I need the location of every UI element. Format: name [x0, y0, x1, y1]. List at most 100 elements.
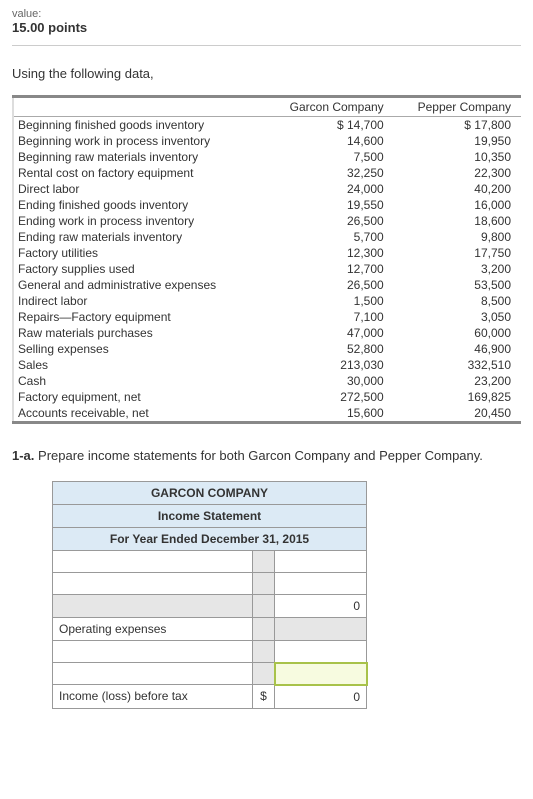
row-label: Ending work in process inventory [13, 213, 266, 229]
row-pepper: 20,450 [394, 405, 521, 423]
row-label: Accounts receivable, net [13, 405, 266, 423]
table-row: Beginning finished goods inventory$ 14,7… [13, 117, 521, 134]
table-row: Factory utilities12,30017,750 [13, 245, 521, 261]
row-pepper: 22,300 [394, 165, 521, 181]
table-row: Raw materials purchases47,00060,000 [13, 325, 521, 341]
row-garcon: 19,550 [266, 197, 394, 213]
income-title-statement: Income Statement [53, 505, 367, 528]
row-label: Ending raw materials inventory [13, 229, 266, 245]
question-1a: 1-a. Prepare income statements for both … [12, 448, 521, 463]
row-label: Indirect labor [13, 293, 266, 309]
row-garcon: 32,250 [266, 165, 394, 181]
row-pepper: 40,200 [394, 181, 521, 197]
col-pepper: Pepper Company [394, 97, 521, 117]
row-label: Direct labor [13, 181, 266, 197]
row-label: Factory supplies used [13, 261, 266, 277]
input-value-4[interactable] [275, 663, 367, 685]
row-garcon: 7,100 [266, 309, 394, 325]
dollar-sign: $ [253, 685, 275, 709]
dollar-cell [253, 573, 275, 595]
table-row: Rental cost on factory equipment32,25022… [13, 165, 521, 181]
table-row: Factory supplies used12,7003,200 [13, 261, 521, 277]
dollar-cell [253, 641, 275, 663]
row-pepper: $ 17,800 [394, 117, 521, 134]
subtotal-label [53, 595, 253, 618]
row-label: Repairs—Factory equipment [13, 309, 266, 325]
row-pepper: 3,200 [394, 261, 521, 277]
row-garcon: 7,500 [266, 149, 394, 165]
row-garcon: 213,030 [266, 357, 394, 373]
table-row: Ending raw materials inventory5,7009,800 [13, 229, 521, 245]
row-garcon: 26,500 [266, 213, 394, 229]
value-label: value: [12, 8, 521, 20]
row-label: Selling expenses [13, 341, 266, 357]
table-row: Ending work in process inventory26,50018… [13, 213, 521, 229]
table-row: Selling expenses52,80046,900 [13, 341, 521, 357]
row-garcon: 26,500 [266, 277, 394, 293]
row-garcon: 12,700 [266, 261, 394, 277]
input-value-2[interactable] [275, 573, 367, 595]
row-garcon: 52,800 [266, 341, 394, 357]
row-pepper: 9,800 [394, 229, 521, 245]
row-pepper: 60,000 [394, 325, 521, 341]
input-value-3[interactable] [275, 641, 367, 663]
divider [12, 45, 521, 46]
table-row: Indirect labor1,5008,500 [13, 293, 521, 309]
input-label-1[interactable] [53, 551, 253, 573]
row-label: Ending finished goods inventory [13, 197, 266, 213]
income-before-tax-value: 0 [275, 685, 367, 709]
row-pepper: 23,200 [394, 373, 521, 389]
row-label: Beginning finished goods inventory [13, 117, 266, 134]
prompt-text: Using the following data, [12, 66, 521, 81]
income-title-period: For Year Ended December 31, 2015 [53, 528, 367, 551]
question-number: 1-a. [12, 448, 34, 463]
row-label: Factory utilities [13, 245, 266, 261]
table-row: Repairs—Factory equipment7,1003,050 [13, 309, 521, 325]
row-garcon: 14,600 [266, 133, 394, 149]
row-garcon: 12,300 [266, 245, 394, 261]
col-blank [13, 97, 266, 117]
dollar-cell [253, 663, 275, 685]
row-garcon: 47,000 [266, 325, 394, 341]
operating-expenses-label: Operating expenses [53, 618, 253, 641]
points-value: 15.00 points [12, 20, 521, 35]
row-label: Cash [13, 373, 266, 389]
row-pepper: 53,500 [394, 277, 521, 293]
input-label-4[interactable] [53, 663, 253, 685]
row-garcon: 30,000 [266, 373, 394, 389]
dollar-cell [253, 595, 275, 618]
table-row: General and administrative expenses26,50… [13, 277, 521, 293]
table-row: Beginning work in process inventory14,60… [13, 133, 521, 149]
input-label-2[interactable] [53, 573, 253, 595]
table-row: Beginning raw materials inventory7,50010… [13, 149, 521, 165]
table-row: Ending finished goods inventory19,55016,… [13, 197, 521, 213]
row-label: Factory equipment, net [13, 389, 266, 405]
table-row: Direct labor24,00040,200 [13, 181, 521, 197]
table-row: Accounts receivable, net15,60020,450 [13, 405, 521, 423]
income-title-company: GARCON COMPANY [53, 482, 367, 505]
row-label: General and administrative expenses [13, 277, 266, 293]
income-statement-table: GARCON COMPANY Income Statement For Year… [52, 481, 368, 709]
row-garcon: 15,600 [266, 405, 394, 423]
row-pepper: 18,600 [394, 213, 521, 229]
row-pepper: 8,500 [394, 293, 521, 309]
row-pepper: 17,750 [394, 245, 521, 261]
row-pepper: 16,000 [394, 197, 521, 213]
row-pepper: 19,950 [394, 133, 521, 149]
row-pepper: 10,350 [394, 149, 521, 165]
row-garcon: 5,700 [266, 229, 394, 245]
table-row: Factory equipment, net272,500169,825 [13, 389, 521, 405]
row-garcon: 272,500 [266, 389, 394, 405]
input-value-1[interactable] [275, 551, 367, 573]
row-label: Raw materials purchases [13, 325, 266, 341]
dollar-cell [253, 618, 275, 641]
income-before-tax-label: Income (loss) before tax [53, 685, 253, 709]
row-pepper: 332,510 [394, 357, 521, 373]
input-label-3[interactable] [53, 641, 253, 663]
row-garcon: 1,500 [266, 293, 394, 309]
data-table: Garcon Company Pepper Company Beginning … [12, 95, 521, 424]
col-garcon: Garcon Company [266, 97, 394, 117]
row-pepper: 46,900 [394, 341, 521, 357]
row-label: Beginning raw materials inventory [13, 149, 266, 165]
row-label: Sales [13, 357, 266, 373]
